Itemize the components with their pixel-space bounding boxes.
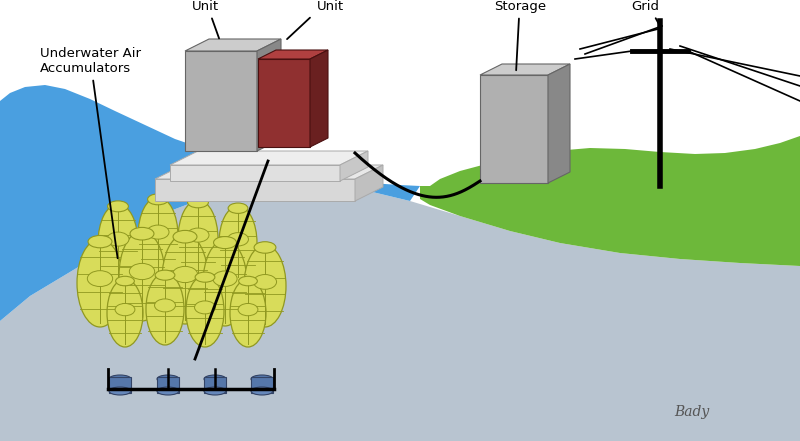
Polygon shape [258,50,328,59]
Polygon shape [0,85,420,441]
Ellipse shape [251,375,273,383]
Ellipse shape [219,206,257,280]
Ellipse shape [194,301,215,314]
Ellipse shape [244,245,286,327]
Ellipse shape [195,272,215,282]
Ellipse shape [154,299,175,312]
Bar [155,179,355,201]
Ellipse shape [107,201,128,212]
Ellipse shape [88,235,112,248]
Ellipse shape [115,303,135,316]
Polygon shape [340,151,368,181]
Ellipse shape [173,230,197,243]
Text: Energy Conversion
Unit: Energy Conversion Unit [142,0,268,38]
Ellipse shape [130,263,154,280]
Bar [251,377,273,393]
Ellipse shape [178,200,218,278]
Text: Thermal Recovery
Unit: Thermal Recovery Unit [270,0,390,39]
Ellipse shape [238,303,258,316]
Bar [157,377,179,393]
Bar [258,59,310,147]
Ellipse shape [130,228,154,240]
Ellipse shape [77,239,123,327]
Ellipse shape [230,279,266,347]
Ellipse shape [119,231,165,321]
Ellipse shape [157,387,179,395]
Ellipse shape [138,197,178,275]
Polygon shape [257,39,281,151]
Ellipse shape [186,275,224,347]
Ellipse shape [204,387,226,395]
Text: Electricity
Grid: Electricity Grid [612,0,678,23]
Ellipse shape [116,276,134,286]
Ellipse shape [109,387,131,395]
Ellipse shape [107,279,143,347]
Ellipse shape [98,204,138,282]
Ellipse shape [254,274,277,289]
Bar [480,75,548,183]
Polygon shape [0,183,800,441]
Ellipse shape [227,233,249,246]
Bar [170,165,340,181]
Polygon shape [548,64,570,183]
Ellipse shape [155,270,175,280]
Ellipse shape [107,232,129,246]
Polygon shape [155,165,383,179]
Ellipse shape [251,387,273,395]
Ellipse shape [228,203,248,213]
Ellipse shape [204,375,226,383]
Ellipse shape [213,271,237,287]
Ellipse shape [109,375,131,383]
Text: Bady: Bady [674,405,710,419]
Polygon shape [170,151,368,165]
Polygon shape [420,136,800,266]
Ellipse shape [147,194,169,205]
Polygon shape [310,50,328,147]
Bar [185,51,257,151]
Polygon shape [185,39,281,51]
Ellipse shape [203,240,247,326]
Ellipse shape [157,375,179,383]
Ellipse shape [147,225,169,239]
Text: Underwater Air
Accumulators: Underwater Air Accumulators [40,47,141,258]
Ellipse shape [172,266,198,283]
Ellipse shape [146,273,184,345]
Bar [204,377,226,393]
Ellipse shape [162,234,208,324]
Ellipse shape [87,271,113,287]
Ellipse shape [254,242,276,253]
Polygon shape [480,64,570,75]
Text: Thermal
Storage: Thermal Storage [493,0,547,70]
Ellipse shape [238,276,258,286]
Ellipse shape [214,236,237,249]
Ellipse shape [187,228,209,242]
Bar [109,377,131,393]
Ellipse shape [187,197,208,208]
Polygon shape [355,165,383,201]
